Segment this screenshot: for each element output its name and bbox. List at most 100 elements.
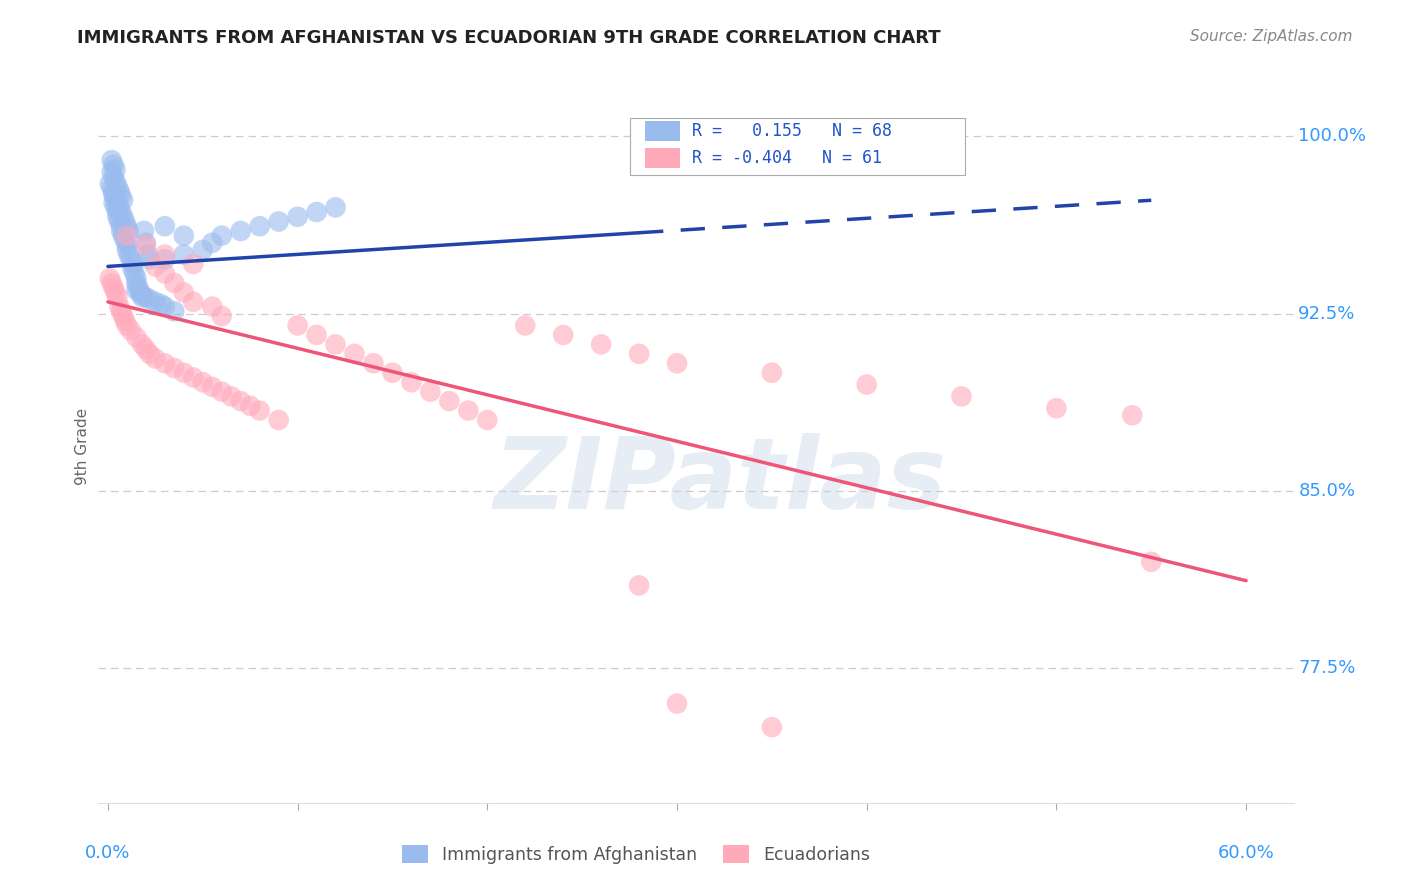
- Point: [305, 205, 328, 219]
- Text: R = -0.404   N = 61: R = -0.404 N = 61: [692, 149, 883, 167]
- Point: [105, 179, 128, 194]
- Point: [136, 247, 159, 261]
- Point: [120, 252, 142, 267]
- Point: [591, 337, 613, 351]
- Point: [125, 283, 148, 297]
- Point: [439, 394, 461, 409]
- Point: [239, 399, 262, 413]
- Point: [100, 165, 122, 179]
- Point: [108, 200, 131, 214]
- Point: [125, 330, 148, 344]
- Point: [153, 356, 176, 370]
- Point: [131, 290, 153, 304]
- Point: [163, 361, 186, 376]
- Point: [98, 271, 121, 285]
- Point: [103, 158, 125, 172]
- Point: [419, 384, 441, 399]
- Point: [173, 285, 195, 300]
- Text: ZIPatlas: ZIPatlas: [494, 434, 946, 530]
- Point: [103, 281, 125, 295]
- Point: [143, 294, 166, 309]
- Point: [103, 195, 125, 210]
- Point: [112, 309, 135, 323]
- Point: [110, 188, 132, 202]
- Point: [181, 370, 204, 384]
- Point: [114, 314, 136, 328]
- Point: [249, 403, 271, 417]
- Point: [129, 285, 152, 300]
- Point: [628, 347, 651, 361]
- Point: [103, 186, 125, 201]
- Point: [1045, 401, 1067, 416]
- Point: [138, 347, 160, 361]
- Point: [121, 261, 143, 276]
- Point: [666, 697, 689, 711]
- Text: 100.0%: 100.0%: [1298, 128, 1367, 145]
- Point: [229, 394, 252, 409]
- Point: [153, 252, 176, 267]
- Text: 92.5%: 92.5%: [1298, 305, 1355, 323]
- Point: [343, 347, 366, 361]
- Point: [761, 720, 783, 734]
- Legend: Immigrants from Afghanistan, Ecuadorians: Immigrants from Afghanistan, Ecuadorians: [395, 838, 877, 871]
- Point: [201, 300, 224, 314]
- Point: [115, 228, 138, 243]
- Point: [191, 375, 214, 389]
- Point: [229, 224, 252, 238]
- Point: [121, 257, 143, 271]
- Point: [115, 238, 138, 252]
- Point: [381, 366, 404, 380]
- Point: [105, 195, 128, 210]
- Point: [173, 247, 195, 261]
- Point: [1140, 555, 1163, 569]
- Point: [110, 304, 132, 318]
- Point: [112, 210, 135, 224]
- Point: [135, 342, 157, 356]
- Point: [110, 219, 132, 234]
- Point: [143, 260, 166, 274]
- Point: [104, 285, 127, 300]
- Point: [249, 219, 271, 234]
- Point: [666, 356, 689, 370]
- Point: [104, 200, 127, 214]
- Bar: [644, 148, 681, 168]
- Point: [118, 247, 141, 261]
- Point: [105, 205, 128, 219]
- Text: R =   0.155   N = 68: R = 0.155 N = 68: [692, 121, 893, 139]
- Point: [153, 267, 176, 281]
- Point: [110, 205, 132, 219]
- Point: [105, 290, 128, 304]
- Point: [125, 271, 148, 285]
- Point: [201, 235, 224, 250]
- Text: IMMIGRANTS FROM AFGHANISTAN VS ECUADORIAN 9TH GRADE CORRELATION CHART: IMMIGRANTS FROM AFGHANISTAN VS ECUADORIA…: [77, 29, 941, 47]
- Point: [135, 290, 157, 304]
- Point: [153, 219, 176, 234]
- Point: [401, 375, 423, 389]
- Point: [325, 200, 347, 214]
- Point: [127, 281, 149, 295]
- Point: [138, 293, 160, 307]
- Point: [108, 300, 131, 314]
- Point: [115, 318, 138, 333]
- Text: Source: ZipAtlas.com: Source: ZipAtlas.com: [1189, 29, 1353, 45]
- Point: [457, 403, 479, 417]
- Point: [118, 224, 141, 238]
- Point: [201, 380, 224, 394]
- Point: [115, 243, 138, 257]
- Point: [138, 252, 160, 267]
- Text: 60.0%: 60.0%: [1218, 845, 1274, 863]
- Y-axis label: 9th Grade: 9th Grade: [75, 408, 90, 484]
- Point: [515, 318, 537, 333]
- Point: [153, 247, 176, 261]
- Point: [124, 267, 146, 281]
- Point: [100, 276, 122, 290]
- Point: [150, 297, 173, 311]
- Point: [143, 351, 166, 366]
- Point: [287, 318, 309, 333]
- Point: [125, 276, 148, 290]
- Point: [108, 214, 131, 228]
- Point: [112, 194, 135, 208]
- Text: 85.0%: 85.0%: [1298, 482, 1355, 500]
- Point: [131, 337, 153, 351]
- Point: [181, 294, 204, 309]
